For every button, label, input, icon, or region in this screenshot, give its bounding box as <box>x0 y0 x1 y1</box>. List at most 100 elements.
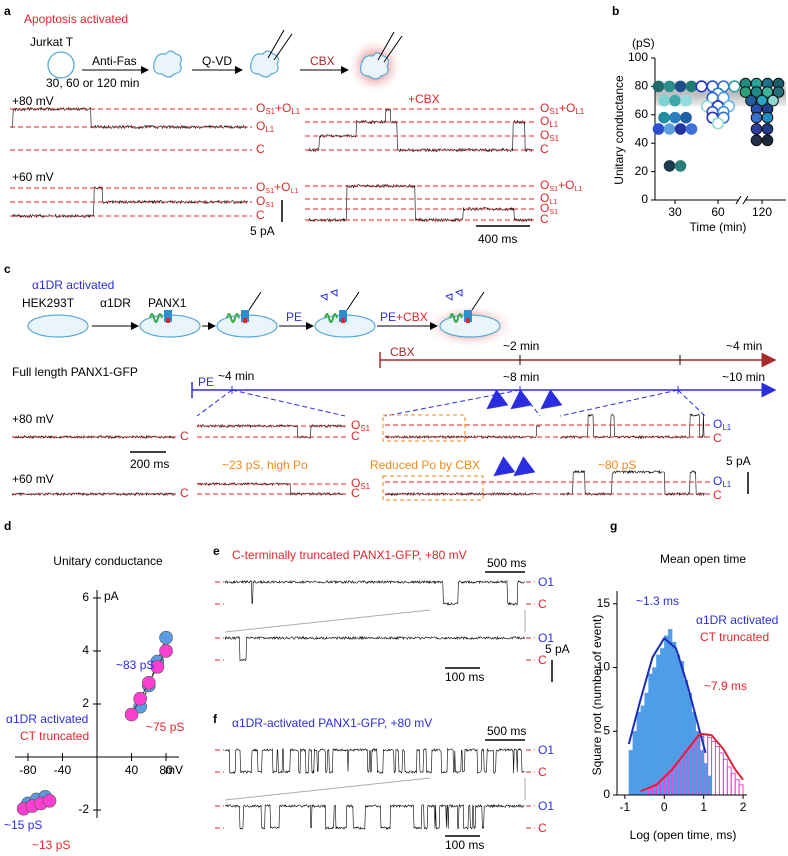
panel-label: f <box>213 712 218 726</box>
data-point <box>674 80 687 93</box>
label: PE <box>286 310 302 324</box>
histogram-bar <box>718 752 724 796</box>
label-part: S1 <box>265 200 274 209</box>
data-point <box>680 94 692 107</box>
label: +CBX <box>408 92 440 106</box>
label-part: O <box>540 114 549 128</box>
data-point <box>728 80 741 93</box>
label-part: O <box>351 418 360 432</box>
event-arrow <box>540 389 563 410</box>
line <box>519 389 541 417</box>
panx1-channel <box>464 310 472 322</box>
state-label: C <box>713 488 722 502</box>
label-part: L1 <box>574 184 582 193</box>
zoom-line <box>224 777 431 801</box>
label-part: C <box>180 429 189 443</box>
state-label: OS1 <box>256 194 274 209</box>
current-trace <box>224 803 525 830</box>
line <box>471 291 485 311</box>
histogram-bar <box>714 746 720 796</box>
label: Reduced Po by CBX <box>370 458 480 472</box>
label-part: C <box>351 486 360 500</box>
label: ~2 min <box>503 339 539 353</box>
data-point <box>750 111 763 124</box>
label: ~4 min <box>218 369 254 383</box>
label-part: O <box>540 128 549 142</box>
label-part: S1 <box>549 134 559 143</box>
label-part: O <box>256 101 265 115</box>
event-arrow <box>493 456 516 477</box>
histogram-bar <box>691 711 696 796</box>
label-part: L1 <box>265 125 274 134</box>
y-tick-label: 0 <box>603 787 610 801</box>
histogram-bar <box>707 775 712 796</box>
line <box>248 291 262 311</box>
label-part: S1 <box>360 424 370 433</box>
label: CBX <box>390 345 415 359</box>
label: ~8 min <box>503 370 539 384</box>
x-tick-label: 30 <box>668 205 682 219</box>
label: 5 pA <box>545 642 570 656</box>
data-point <box>674 123 687 135</box>
state-label: O1 <box>538 743 554 757</box>
axis-title: Unitary conductance <box>612 75 626 185</box>
label: 100 ms <box>445 838 484 852</box>
line <box>267 29 285 59</box>
label-part: O <box>540 101 549 115</box>
receptor <box>324 313 338 323</box>
state-label: C <box>256 208 265 222</box>
current-trace <box>307 108 533 153</box>
x-tick-label: -80 <box>19 763 37 777</box>
histogram-bar <box>699 750 704 796</box>
label-part: O <box>713 417 722 431</box>
y-tick-label: -2 <box>78 802 89 816</box>
label-part: +O <box>559 101 575 115</box>
x-tick-label: -40 <box>54 763 72 777</box>
line <box>196 389 233 417</box>
label: Jurkat T <box>30 35 74 49</box>
annotation: ~7.9 ms <box>704 679 747 693</box>
annotation: ~13 pS <box>32 838 70 852</box>
event-arrow <box>513 456 536 477</box>
axis-title: Log (open time, ms) <box>630 828 737 842</box>
state-label: C <box>538 765 547 779</box>
label-part: +O <box>274 180 290 194</box>
label-part: S1 <box>265 186 274 195</box>
state-label: C <box>180 429 189 443</box>
histogram-bar <box>660 648 665 796</box>
histogram-bar <box>640 705 645 796</box>
label: ~10 min <box>722 370 765 384</box>
receptor <box>449 313 463 323</box>
panx1-channel <box>241 310 249 322</box>
histogram-bar <box>730 772 736 796</box>
y-tick-label: 6 <box>82 590 89 604</box>
label: 30, 60 or 120 min <box>46 76 139 90</box>
data-point <box>42 793 57 808</box>
panel-label: a <box>4 4 11 18</box>
data-point <box>680 111 692 124</box>
data-point <box>159 630 173 645</box>
line <box>383 35 403 63</box>
state-label: C <box>180 486 189 500</box>
histogram-bar <box>738 784 744 796</box>
histogram-bar <box>695 731 700 796</box>
current-trace <box>224 747 525 775</box>
label-part: L1 <box>291 107 300 116</box>
panx1-channel <box>466 318 470 323</box>
cell <box>47 51 75 79</box>
highlight-box <box>382 414 466 442</box>
label-part: PE <box>380 310 396 324</box>
state-label: OS1 <box>351 476 371 491</box>
state-label: OL1 <box>713 474 732 489</box>
event-arrow <box>486 389 509 410</box>
data-point <box>674 160 687 172</box>
x-tick-label: 60 <box>711 205 725 219</box>
state-label: OL1 <box>713 417 732 432</box>
histogram-bar <box>722 758 728 796</box>
zoom-line <box>224 609 431 633</box>
data-point <box>717 91 730 104</box>
histogram-bar <box>711 740 716 796</box>
label-part: O <box>351 476 360 490</box>
line <box>384 389 521 417</box>
data-point <box>652 123 665 135</box>
